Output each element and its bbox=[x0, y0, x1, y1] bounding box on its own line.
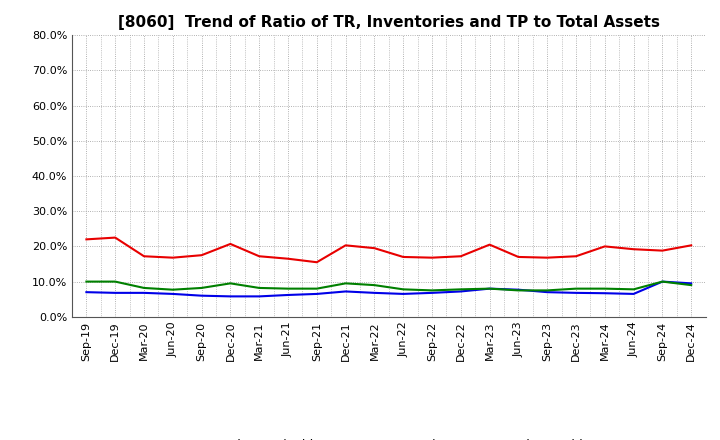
Trade Receivables bbox=[341, 243, 350, 248]
Trade Receivables bbox=[399, 254, 408, 260]
Trade Payables bbox=[399, 287, 408, 292]
Trade Payables bbox=[514, 288, 523, 293]
Trade Payables bbox=[111, 279, 120, 284]
Inventories bbox=[197, 293, 206, 298]
Trade Receivables bbox=[111, 235, 120, 240]
Trade Payables bbox=[255, 285, 264, 290]
Inventories bbox=[485, 286, 494, 291]
Inventories bbox=[168, 291, 177, 297]
Trade Payables bbox=[197, 285, 206, 290]
Inventories bbox=[341, 289, 350, 294]
Trade Payables bbox=[543, 288, 552, 293]
Trade Receivables bbox=[572, 253, 580, 259]
Trade Receivables bbox=[428, 255, 436, 260]
Trade Payables bbox=[226, 281, 235, 286]
Title: [8060]  Trend of Ratio of TR, Inventories and TP to Total Assets: [8060] Trend of Ratio of TR, Inventories… bbox=[118, 15, 660, 30]
Trade Payables bbox=[572, 286, 580, 291]
Trade Receivables bbox=[456, 253, 465, 259]
Trade Receivables bbox=[543, 255, 552, 260]
Trade Payables bbox=[629, 287, 638, 292]
Trade Receivables bbox=[140, 253, 148, 259]
Inventories bbox=[226, 294, 235, 299]
Trade Payables bbox=[485, 286, 494, 291]
Inventories bbox=[456, 289, 465, 294]
Trade Receivables bbox=[600, 244, 609, 249]
Legend: Trade Receivables, Inventories, Trade Payables: Trade Receivables, Inventories, Trade Pa… bbox=[176, 434, 602, 440]
Inventories bbox=[428, 290, 436, 296]
Trade Payables bbox=[312, 286, 321, 291]
Inventories bbox=[514, 287, 523, 292]
Trade Receivables bbox=[284, 256, 292, 261]
Trade Receivables bbox=[485, 242, 494, 247]
Inventories bbox=[284, 292, 292, 297]
Inventories bbox=[572, 290, 580, 296]
Trade Payables bbox=[82, 279, 91, 284]
Trade Payables bbox=[658, 279, 667, 284]
Inventories bbox=[629, 291, 638, 297]
Inventories bbox=[399, 291, 408, 297]
Trade Payables bbox=[168, 287, 177, 292]
Trade Payables bbox=[140, 285, 148, 290]
Inventories bbox=[370, 290, 379, 296]
Inventories bbox=[255, 294, 264, 299]
Inventories bbox=[111, 290, 120, 296]
Inventories bbox=[82, 290, 91, 295]
Trade Receivables bbox=[82, 237, 91, 242]
Trade Receivables bbox=[197, 253, 206, 258]
Line: Trade Payables: Trade Payables bbox=[86, 282, 691, 290]
Trade Receivables bbox=[226, 241, 235, 246]
Inventories bbox=[543, 290, 552, 295]
Trade Payables bbox=[428, 288, 436, 293]
Trade Payables bbox=[341, 281, 350, 286]
Trade Payables bbox=[370, 282, 379, 288]
Line: Inventories: Inventories bbox=[86, 282, 691, 297]
Trade Receivables bbox=[370, 246, 379, 251]
Trade Payables bbox=[284, 286, 292, 291]
Trade Receivables bbox=[687, 243, 696, 248]
Trade Payables bbox=[456, 287, 465, 292]
Trade Receivables bbox=[629, 246, 638, 252]
Inventories bbox=[140, 290, 148, 296]
Trade Payables bbox=[600, 286, 609, 291]
Trade Receivables bbox=[514, 254, 523, 260]
Trade Payables bbox=[687, 282, 696, 288]
Inventories bbox=[658, 279, 667, 284]
Trade Receivables bbox=[168, 255, 177, 260]
Inventories bbox=[600, 290, 609, 296]
Trade Receivables bbox=[658, 248, 667, 253]
Line: Trade Receivables: Trade Receivables bbox=[86, 238, 691, 262]
Inventories bbox=[687, 281, 696, 286]
Trade Receivables bbox=[312, 260, 321, 265]
Inventories bbox=[312, 291, 321, 297]
Trade Receivables bbox=[255, 253, 264, 259]
